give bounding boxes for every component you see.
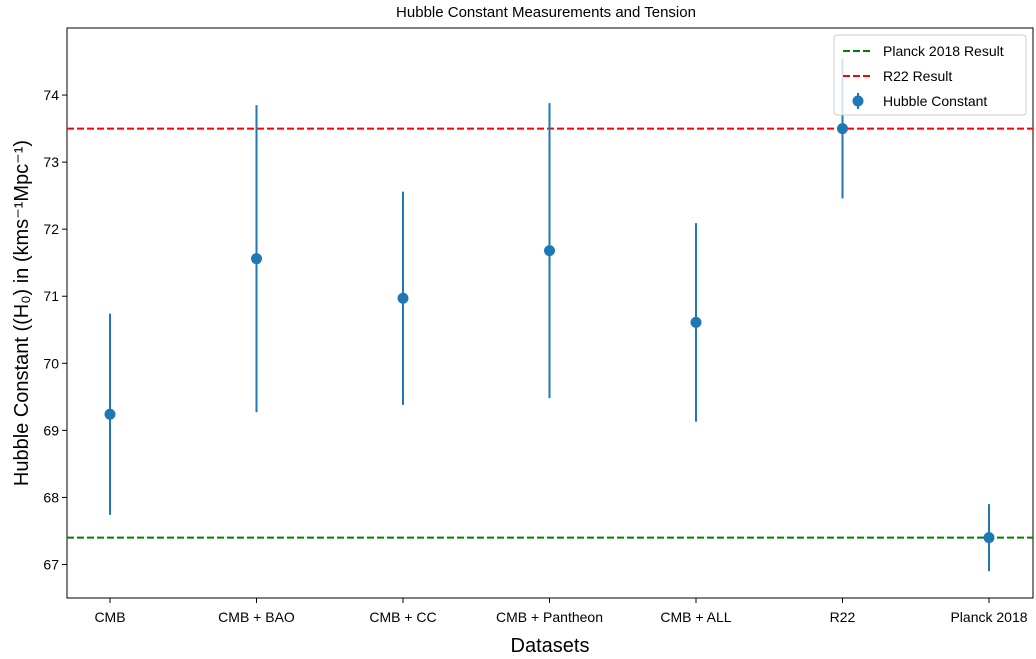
x-tick-label: CMB + BAO (218, 609, 295, 625)
data-point (251, 253, 262, 265)
y-tick-label: 73 (43, 154, 59, 170)
x-axis-label: Datasets (511, 635, 590, 657)
legend-swatch (852, 95, 864, 107)
y-tick-label: 71 (43, 288, 59, 304)
data-point (690, 316, 702, 328)
y-tick-label: 72 (43, 221, 59, 237)
x-tick-label: R22 (830, 609, 856, 625)
data-points (104, 123, 995, 544)
y-tick-label: 74 (43, 87, 59, 103)
y-tick-label: 68 (43, 489, 59, 505)
y-axis-label: Hubble Constant ((H₀) in (kms⁻¹Mpc⁻¹) (11, 140, 33, 486)
x-tick-label: Planck 2018 (950, 609, 1027, 625)
x-tick-label: CMB + Pantheon (496, 609, 603, 625)
data-point (983, 532, 995, 544)
data-point (544, 245, 555, 257)
x-tick-label: CMB (94, 609, 125, 625)
chart-title: Hubble Constant Measurements and Tension (396, 4, 696, 21)
data-point (397, 292, 409, 304)
legend-label: R22 Result (883, 68, 952, 84)
y-tick-label: 69 (43, 422, 59, 438)
x-tick-label: CMB + ALL (660, 609, 731, 625)
legend-label: Hubble Constant (883, 93, 987, 109)
data-point (837, 123, 848, 135)
x-axis-ticks: CMB CMB + BAO CMB + CC CMB + Pantheon CMB + … (94, 598, 1028, 625)
error-bars (109, 58, 990, 572)
legend-box (833, 34, 1027, 116)
legend: Planck 2018 Result R22 Result Hubble Const… (833, 34, 1027, 116)
y-axis-ticks: 67 68 69 70 71 72 73 74 (43, 87, 67, 572)
legend-label: Planck 2018 Result (883, 43, 1004, 59)
y-tick-label: 70 (43, 355, 59, 371)
data-point (104, 408, 116, 420)
y-tick-label: 67 (43, 556, 59, 572)
x-tick-label: CMB + CC (369, 609, 436, 625)
